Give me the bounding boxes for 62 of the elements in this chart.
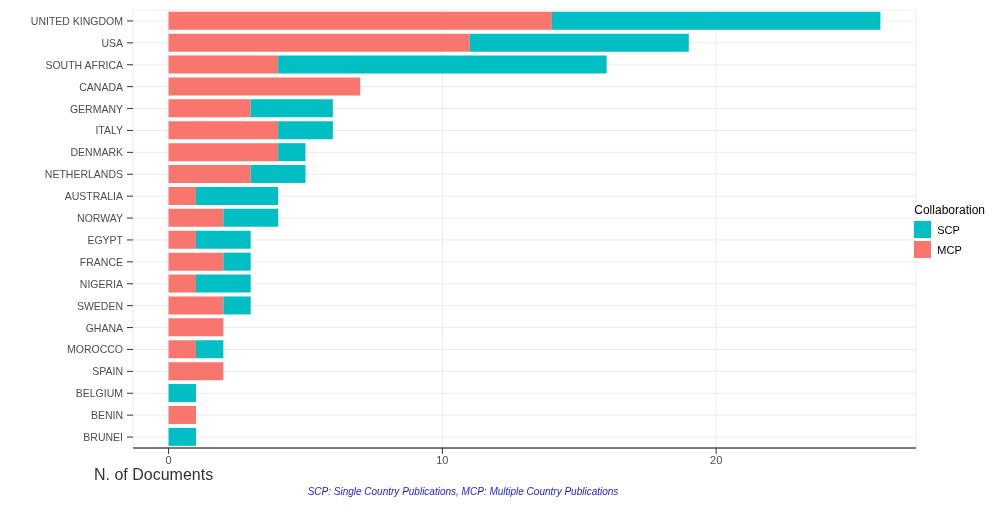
bar: [168, 384, 196, 403]
y-tick-label: FRANCE: [79, 255, 123, 268]
y-tick-label: EGYPT: [87, 233, 124, 246]
bar: [168, 55, 279, 74]
y-tick-label: NETHERLANDS: [44, 168, 123, 181]
bar: [278, 121, 333, 140]
y-tick-label: GERMANY: [69, 102, 123, 115]
bar: [168, 165, 251, 184]
bar: [278, 55, 607, 74]
x-axis-title: N. of Documents: [94, 466, 214, 484]
bar: [168, 186, 196, 205]
bar: [223, 252, 251, 271]
bar: [168, 318, 224, 337]
y-tick-label: SWEDEN: [76, 299, 123, 312]
bar: [168, 121, 279, 140]
bar: [168, 230, 196, 249]
legend-title: Collaboration: [914, 203, 985, 217]
y-tick-label: NORWAY: [77, 212, 123, 225]
y-tick-label: BRUNEI: [83, 431, 123, 444]
y-tick-label: UNITED KINGDOM: [30, 14, 123, 27]
y-tick-label: MOROCCO: [67, 343, 123, 356]
y-tick-label: GHANA: [85, 321, 123, 334]
bar: [168, 252, 224, 271]
bar: [551, 11, 881, 30]
bar: [168, 11, 552, 30]
bar: [168, 296, 224, 315]
bar: [195, 274, 251, 293]
y-tick-label: USA: [101, 36, 123, 49]
bar: [168, 77, 361, 96]
bar: [168, 362, 224, 381]
y-tick-label: SPAIN: [92, 365, 123, 378]
bar: [195, 340, 224, 359]
bar: [195, 230, 251, 249]
y-tick-label: AUSTRALIA: [64, 190, 123, 203]
bar: [250, 165, 306, 184]
y-tick-label: SOUTH AFRICA: [45, 58, 123, 71]
bar: [250, 99, 333, 118]
bar: [168, 208, 224, 227]
bar: [469, 33, 689, 52]
bar: [195, 186, 279, 205]
y-tick-label: DENMARK: [70, 146, 123, 159]
y-tick-label: CANADA: [79, 80, 123, 93]
bar: [168, 143, 279, 162]
y-tick-label: BELGIUM: [75, 387, 123, 400]
legend-label: MCP: [937, 243, 962, 256]
bar: [223, 296, 251, 315]
bar: [168, 33, 470, 52]
x-tick-label: 0: [165, 453, 172, 466]
x-tick-label: 20: [710, 453, 723, 466]
bar: [278, 143, 306, 162]
y-tick-label: ITALY: [95, 124, 123, 137]
bar: [168, 427, 196, 446]
bar: [168, 274, 196, 293]
bar: [168, 405, 196, 424]
bar: [168, 99, 251, 118]
y-tick-label: NIGERIA: [79, 277, 123, 290]
text: SCP: Single Country Publications, MCP: Multiple Country Publications: [306, 486, 620, 497]
legend-label: SCP: [937, 223, 960, 236]
bar: [223, 208, 279, 227]
bar: [168, 340, 196, 359]
x-tick-label: 10: [436, 453, 449, 466]
y-tick-label: BENIN: [90, 409, 123, 422]
